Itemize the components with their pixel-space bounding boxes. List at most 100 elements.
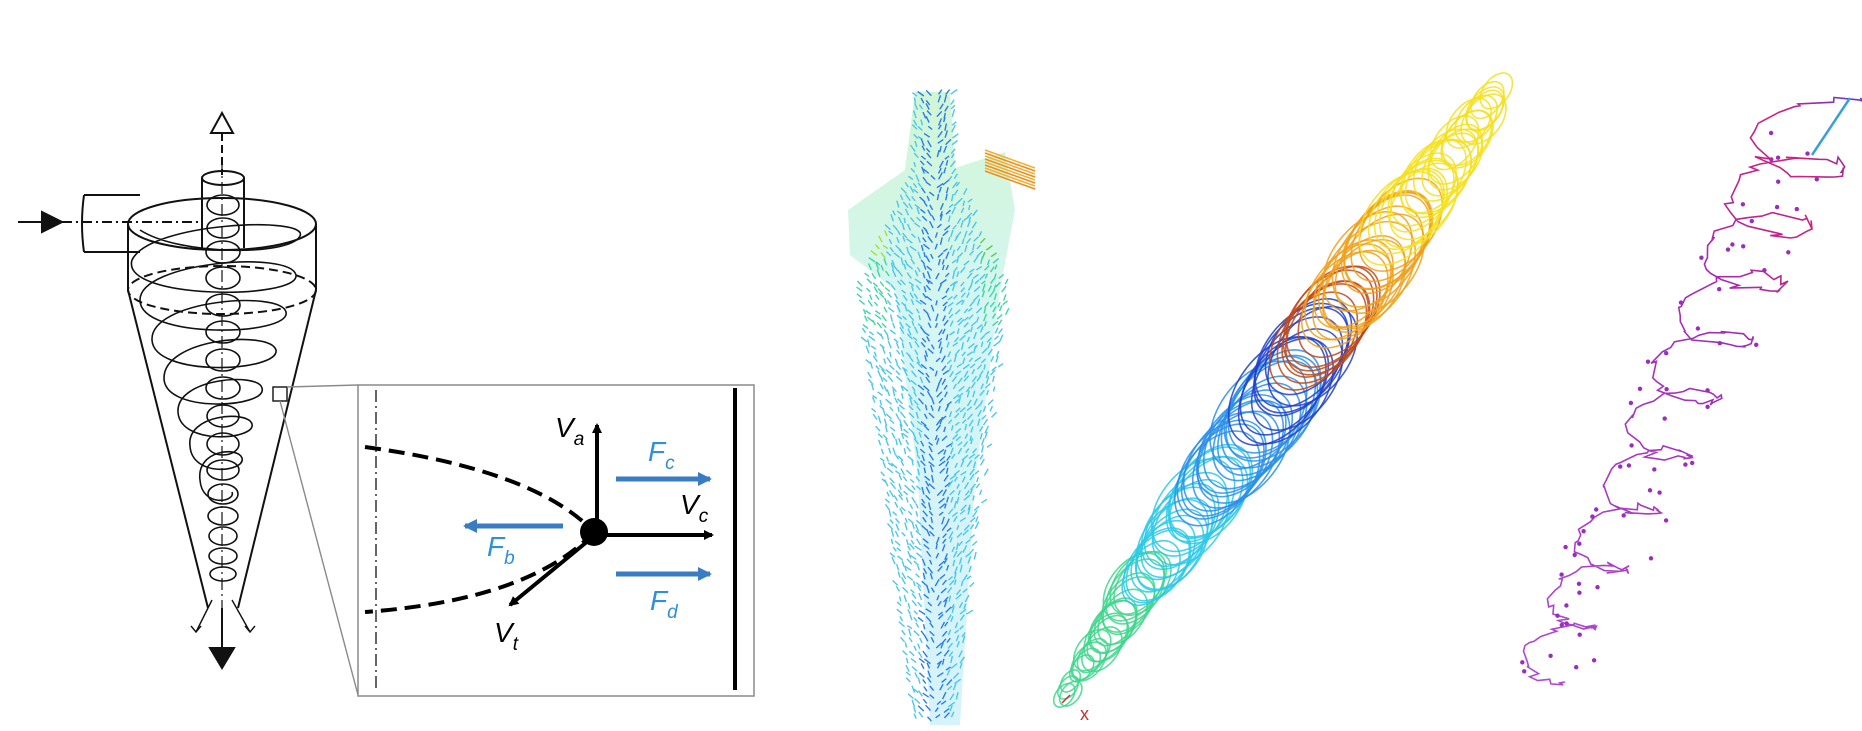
vector-arrow (905, 497, 909, 503)
vector-arrow (916, 552, 923, 559)
vector-arrow (910, 167, 916, 173)
vector-arrow (986, 337, 993, 343)
vector-arrow (943, 649, 950, 657)
vector-arrow (923, 658, 931, 665)
vector-arrow (945, 138, 952, 146)
vector-arrow (898, 249, 905, 256)
vector-arrow (942, 533, 947, 539)
vector-arrow (937, 613, 944, 620)
vector-arrow (966, 406, 973, 412)
vector-arrow (947, 508, 954, 515)
vector-arrow (950, 616, 954, 622)
particle-marker (1628, 400, 1634, 406)
vector-arrow (926, 677, 932, 683)
particle-marker (1775, 155, 1781, 160)
vector-arrow (937, 448, 945, 455)
particle-marker (1577, 541, 1582, 546)
vector-arrow (956, 532, 963, 538)
vector-arrow (910, 285, 914, 292)
vector-arrow (887, 292, 893, 298)
vector-arrow (943, 384, 948, 390)
vector-arrow (881, 368, 887, 375)
vector-arrow (910, 539, 915, 545)
vector-arrow (870, 250, 878, 256)
vector-arrow (941, 678, 947, 683)
vector-arrow (896, 601, 902, 607)
trajectory-lower (364, 530, 596, 614)
vector-arrow (969, 268, 975, 273)
vector-arrow (889, 406, 894, 412)
vector-arrow (905, 439, 910, 445)
vector-arrow (968, 314, 974, 320)
vector-arrow (924, 228, 930, 235)
vector-arrow (945, 564, 950, 571)
vector-arrow (975, 265, 983, 271)
vector-arrow (907, 251, 913, 259)
vector-arrow (871, 396, 876, 403)
vector-arrow (929, 204, 934, 211)
vector-arrow (979, 399, 984, 406)
vector-arrow (918, 657, 925, 664)
vector-arrow (922, 623, 926, 630)
vector-arrow (904, 522, 908, 531)
vector-arrow (899, 616, 904, 622)
vector-arrow (915, 299, 923, 305)
vector-arrow (958, 650, 963, 658)
vector-arrow (873, 301, 879, 307)
vector-arrow (917, 90, 925, 97)
vector-arrow (929, 630, 935, 637)
vector-arrow (929, 559, 933, 565)
inlet-jet-arrow (984, 170, 1036, 190)
vector-arrow (920, 244, 924, 252)
vector-arrow (921, 337, 927, 343)
vector-arrow (953, 200, 961, 207)
vector-arrow (925, 608, 932, 613)
vector-arrow (958, 252, 964, 257)
vector-arrow (993, 273, 997, 280)
vector-arrow (895, 585, 901, 592)
vector-arrow (891, 386, 897, 393)
vector-arrow (930, 636, 935, 643)
vector-arrow (925, 278, 930, 284)
vector-arrow (924, 354, 928, 362)
vector-arrow (863, 315, 868, 322)
vector-arrow (955, 634, 960, 642)
vector-arrow (947, 215, 951, 223)
vector-arrow (899, 194, 904, 201)
vector-arrow (979, 454, 984, 460)
vector-arrow (880, 471, 886, 477)
vector-arrow (925, 99, 931, 106)
vector-arrow (943, 224, 951, 231)
vector-arrow (967, 284, 973, 291)
vector-arrow (907, 455, 914, 462)
vector-arrow (926, 152, 932, 159)
vector-arrow (909, 503, 914, 510)
vector-arrow (930, 405, 934, 411)
vector-arrow (934, 322, 939, 329)
vector-arrow (954, 678, 962, 685)
vector-arrow (948, 595, 952, 602)
spiral-coil (1109, 550, 1167, 615)
vector-arrow (898, 494, 904, 501)
vector-arrow (913, 713, 917, 719)
vector-arrow (928, 220, 934, 229)
vector-arrow (909, 185, 915, 193)
vector-arrow (944, 130, 949, 138)
vector-arrow (884, 224, 891, 231)
vector-arrow (917, 601, 923, 608)
vector-arrow (918, 104, 924, 110)
vector-arrow (902, 315, 907, 321)
vector-arrow (888, 238, 893, 245)
vector-arrow (945, 467, 949, 474)
vector-arrow (974, 454, 980, 460)
vector-arrow (877, 287, 884, 295)
vector-arrow (867, 263, 872, 271)
vector-arrow (885, 251, 892, 257)
vector-arrow (926, 716, 932, 722)
vector-arrow (922, 272, 926, 279)
vector-arrow (957, 377, 963, 385)
vector-arrow (877, 391, 883, 396)
vector-arrow (941, 579, 947, 586)
vector-arrow (962, 200, 966, 207)
vector-arrow (956, 363, 962, 368)
